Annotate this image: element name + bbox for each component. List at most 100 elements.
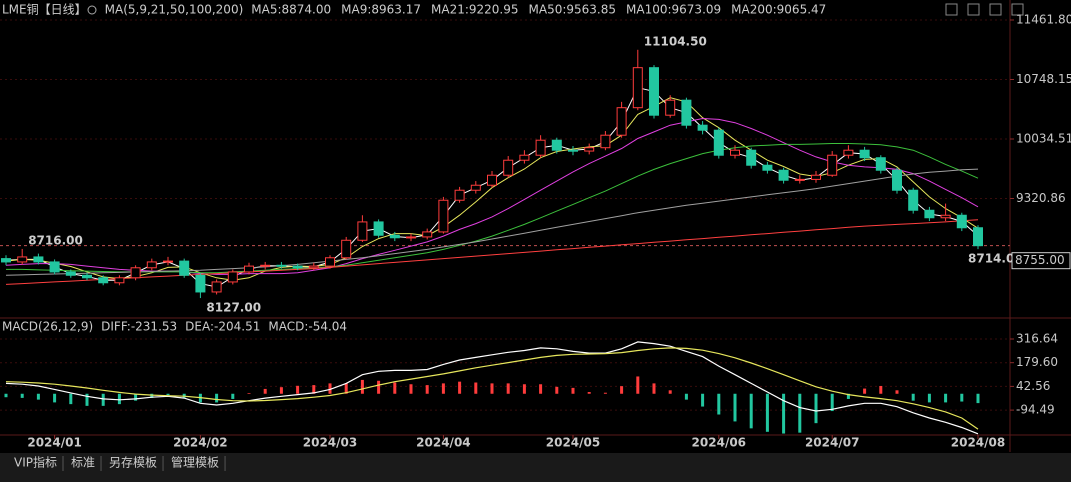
macd-bar — [636, 376, 640, 394]
candle-body — [940, 214, 951, 219]
macd-bar — [231, 393, 235, 399]
icon[interactable] — [989, 3, 1002, 16]
y-tick-label: -94.49 — [1016, 403, 1055, 417]
candle-body — [195, 274, 206, 293]
macd-bar — [555, 386, 559, 394]
header-text: MA(5,9,21,50,100,200) — [105, 3, 244, 17]
header-text: LME铜 — [2, 2, 39, 17]
candle-body — [227, 271, 238, 283]
candle-body — [244, 265, 254, 273]
candle-body — [535, 139, 546, 156]
macd-bar — [20, 393, 24, 398]
header-text: MACD(26,12,9) — [2, 320, 93, 334]
x-tick-label: 2024/02 — [173, 436, 227, 450]
header-text: 【日线】 — [39, 3, 87, 17]
header-text: DEA:-204.51 — [185, 320, 260, 334]
macd-bar — [668, 390, 672, 394]
header-text: MA50:9563.85 — [529, 3, 617, 17]
settings-icon[interactable] — [87, 5, 97, 15]
header-text: MA100:9673.09 — [626, 3, 721, 17]
ma-line — [6, 143, 979, 274]
candle-body — [470, 184, 481, 191]
macd-bar — [603, 392, 607, 394]
ma-line — [5, 219, 979, 285]
window-icons — [945, 3, 1024, 16]
candle-body — [130, 267, 141, 279]
candle-body — [487, 174, 497, 186]
candle-body — [713, 129, 724, 156]
macd-bar — [85, 393, 89, 406]
candle-body — [697, 124, 708, 131]
macd-bar — [717, 393, 721, 415]
candle-body — [65, 271, 76, 276]
tab[interactable]: 管理模板 — [171, 455, 219, 470]
price-annotation: 8127.00 — [206, 301, 261, 315]
macd-bar — [830, 393, 834, 412]
y-tick-label: 9320.86 — [1016, 191, 1066, 205]
candle-body — [973, 227, 983, 247]
candle-body — [260, 264, 271, 267]
macd-bar — [620, 386, 624, 394]
plot: 11461.80 10748.15 10034.51 9320.86 8716.00 11… — [0, 2, 1071, 471]
candle-body — [49, 261, 60, 273]
macd-bar — [749, 393, 753, 429]
macd-bar — [701, 393, 705, 407]
candle-body — [406, 236, 416, 239]
candle-body — [859, 149, 870, 159]
icon[interactable] — [967, 3, 980, 16]
candle-body — [568, 149, 578, 152]
macd-bar — [944, 393, 948, 403]
x-tick-label: 2024/01 — [27, 436, 81, 450]
macd-bar — [166, 393, 170, 396]
y-tick-label: 179.60 — [1016, 355, 1058, 369]
macd-bar — [522, 384, 526, 394]
macd-bar — [474, 382, 478, 394]
candle-body — [551, 139, 562, 151]
macd-bar — [150, 393, 154, 398]
macd-bar — [53, 393, 57, 403]
candle-body — [17, 256, 28, 263]
macd-bar — [814, 393, 818, 424]
candle-body — [908, 189, 919, 211]
candle-body — [519, 154, 530, 161]
candle-body — [730, 149, 740, 156]
candle-body — [794, 178, 805, 181]
ma-line — [5, 347, 979, 430]
icon[interactable] — [945, 3, 958, 16]
tab[interactable]: 另存模板 — [109, 456, 157, 470]
candle-body — [373, 221, 384, 236]
candle-body — [276, 264, 287, 267]
macd-bar — [393, 382, 397, 394]
macd-bar — [733, 393, 737, 422]
tab[interactable]: 标准 — [71, 456, 95, 470]
candle-body — [843, 149, 854, 156]
candle-body — [762, 164, 773, 171]
macd-bar — [539, 384, 543, 394]
candle-body — [308, 265, 319, 269]
candle-body — [163, 260, 173, 263]
candle-body — [33, 256, 44, 263]
y-tick-label: 10748.15 — [1016, 72, 1071, 86]
macd-bar — [652, 383, 656, 394]
tab-bar — [0, 453, 1071, 482]
last-price-box — [1011, 252, 1071, 270]
macd-bar — [425, 385, 429, 394]
candle-body — [1, 258, 11, 263]
macd-bar — [312, 385, 316, 394]
header-text: MA21:9220.95 — [431, 3, 519, 17]
icon[interactable] — [1011, 3, 1024, 16]
price-annotation: 8714.00 — [968, 252, 1023, 266]
macd-bar — [927, 393, 931, 403]
macd-bar — [490, 383, 494, 394]
candle-body — [438, 199, 449, 233]
macd-bar — [765, 393, 769, 432]
price-annotation: 8716.00 — [28, 233, 83, 247]
tab[interactable]: VIP指标 — [14, 455, 57, 470]
macd-bar — [409, 384, 413, 394]
candle-body — [82, 274, 92, 279]
macd-bar — [782, 393, 786, 434]
macd-bar — [798, 393, 802, 433]
macd-bar — [377, 380, 381, 394]
macd-bar — [36, 393, 40, 400]
